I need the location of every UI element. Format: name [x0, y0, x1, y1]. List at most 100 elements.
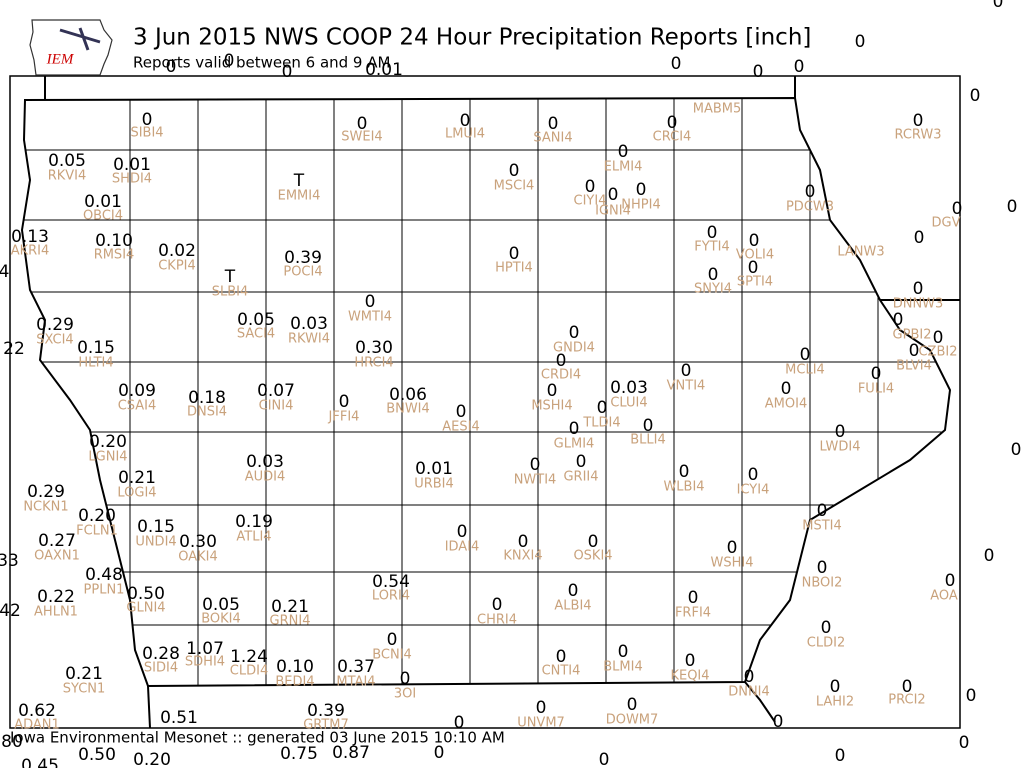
- station-value: 0: [627, 695, 638, 715]
- station-value: 0: [830, 677, 841, 697]
- station-value: 0.03: [290, 314, 328, 334]
- station-value: 0: [142, 110, 153, 130]
- station-value: 0.15: [77, 338, 115, 358]
- station-id: RMSI4: [94, 248, 135, 263]
- offmap-value: 0.20: [133, 750, 171, 768]
- station-value: 0: [618, 142, 629, 162]
- station-id: UNDI4: [135, 535, 176, 550]
- station-id: GRTM7: [303, 718, 349, 733]
- station-id: MSHI4: [531, 399, 572, 414]
- station-value: 0: [556, 351, 567, 371]
- station-id: FYTI4: [694, 240, 729, 255]
- station-value: 0.62: [18, 701, 56, 721]
- station-value: 0.21: [65, 664, 103, 684]
- station-id: CINI4: [259, 399, 294, 414]
- station-value: 0: [707, 223, 718, 243]
- offmap-value: 0: [282, 62, 293, 82]
- station-value: 0: [913, 111, 924, 131]
- station-value: T: [224, 267, 236, 287]
- iowa-border: [20, 96, 952, 688]
- station-value: 0.54: [372, 572, 410, 592]
- station-id: EMMI4: [278, 189, 321, 204]
- station-id: SDHI4: [185, 655, 225, 670]
- station-id: BOKI4: [201, 612, 241, 627]
- station-id: HPTI4: [495, 261, 533, 276]
- station-id: OSKI4: [573, 549, 612, 564]
- station-id: LANW3: [837, 245, 884, 260]
- station-id: CLDI2: [807, 636, 845, 651]
- station-id: CRCI4: [653, 130, 692, 145]
- station-id: DNSI4: [187, 405, 227, 420]
- station-value: 0.09: [118, 381, 156, 401]
- offmap-value: 0: [671, 54, 682, 74]
- station-value: T: [293, 171, 305, 191]
- station-value: 0.20: [78, 506, 116, 526]
- station-id: WSHI4: [711, 556, 754, 571]
- station-id: RKWI4: [288, 332, 330, 347]
- station-value: 0: [585, 177, 596, 197]
- station-value: 0: [748, 465, 759, 485]
- station-value: 0.21: [271, 597, 309, 617]
- station-id: SACI4: [237, 327, 275, 342]
- station-value: 0: [913, 279, 924, 299]
- station-value: 0.18: [188, 388, 226, 408]
- offmap-value: 0.51: [160, 708, 198, 728]
- station-id: RKVI4: [48, 169, 87, 184]
- station-value: 0: [667, 113, 678, 133]
- station-id: PDCW3: [786, 200, 834, 215]
- station-id: SANI4: [533, 131, 572, 146]
- station-id: OAKI4: [178, 550, 218, 565]
- station-value: 0: [492, 595, 503, 615]
- offmap-value: 0: [959, 733, 970, 753]
- offmap-value: 0: [1011, 440, 1022, 460]
- station-value: 0: [536, 698, 547, 718]
- station-id: ELMI4: [604, 160, 643, 175]
- station-id: WMTI4: [348, 310, 392, 325]
- station-id: TLDI4: [582, 416, 620, 431]
- map-frame: [9, 75, 961, 729]
- station-value: 0: [753, 62, 764, 82]
- station-id: AUDI4: [245, 470, 286, 485]
- station-value: 0: [817, 501, 828, 521]
- station-id: LAHI2: [816, 695, 854, 710]
- logo-text: IEM: [46, 51, 75, 67]
- station-id: AMOI4: [765, 397, 807, 412]
- station-id: GLMI4: [554, 437, 595, 452]
- station-id: URBI4: [414, 477, 454, 492]
- offmap-value: 80: [1, 732, 23, 752]
- station-value: 0.07: [257, 381, 295, 401]
- station-id: LWDI4: [819, 440, 860, 455]
- offmap-value: 0: [454, 713, 465, 733]
- station-value: 0: [548, 114, 559, 134]
- offmap-value: 0: [855, 32, 866, 52]
- logo: IEM: [29, 19, 113, 76]
- station-id: LOGI4: [117, 486, 156, 501]
- county-lines: [22, 98, 950, 686]
- station-value: 0.39: [284, 248, 322, 268]
- station-value: 0.01: [113, 155, 151, 175]
- station-value: 0: [945, 571, 956, 591]
- station-value: 0.03: [610, 378, 648, 398]
- station-id: BLMI4: [603, 660, 642, 675]
- station-value: 0.50: [127, 584, 165, 604]
- logo-outline: [29, 19, 113, 76]
- station-value: 0: [781, 379, 792, 399]
- station-id: NCKN1: [23, 500, 68, 515]
- station-id: CKPI4: [158, 259, 196, 274]
- offmap-value: 4: [0, 262, 9, 282]
- station-value: 0: [608, 185, 619, 205]
- station-id: MSCI4: [494, 179, 535, 194]
- station-id: NBOI2: [802, 576, 843, 591]
- station-id: GNDI4: [553, 341, 595, 356]
- station-id: ICYI4: [737, 483, 770, 498]
- station-id: NHPI4: [621, 198, 660, 213]
- station-value: 0: [509, 161, 520, 181]
- station-value: 0: [681, 361, 692, 381]
- station-value: 0: [400, 669, 411, 689]
- station-id: CZBI2: [918, 345, 957, 360]
- station-value: 0: [688, 588, 699, 608]
- station-value: 0: [387, 630, 398, 650]
- station-value: 0: [800, 345, 811, 365]
- station-value: 0.29: [36, 315, 74, 335]
- station-value: 0.03: [246, 452, 284, 472]
